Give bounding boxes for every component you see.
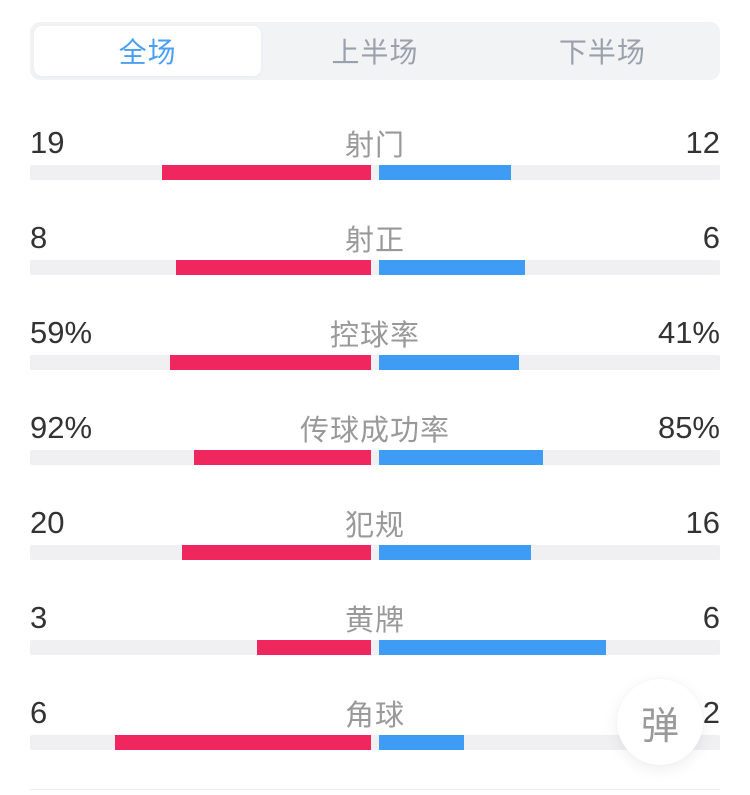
home-bar: [176, 260, 371, 275]
away-value: 16: [685, 505, 720, 540]
away-bar: [379, 355, 519, 370]
stat-row-corners: 6 角球 2: [30, 682, 720, 777]
danmaku-toggle-button[interactable]: 弹: [617, 679, 703, 765]
away-value: 41%: [657, 315, 720, 350]
stats-list: 19 射门 12 8 射正 6 59% 控球率: [30, 112, 720, 777]
home-value: 59%: [30, 315, 93, 350]
home-bar: [170, 355, 371, 370]
stat-row-text: 3 黄牌 6: [30, 597, 720, 639]
bottom-divider: [30, 789, 720, 790]
stat-row-yellow-cards: 3 黄牌 6: [30, 587, 720, 682]
stat-row-text: 8 射正 6: [30, 217, 720, 259]
tab-first-half[interactable]: 上半场: [331, 37, 419, 68]
stat-bar-track: [30, 165, 720, 180]
home-bar: [257, 640, 371, 655]
stat-row-text: 92% 传球成功率 85%: [30, 407, 720, 449]
away-bar: [379, 735, 464, 750]
stat-row-shots: 19 射门 12: [30, 112, 720, 207]
stat-row-text: 20 犯规 16: [30, 502, 720, 544]
tab-second-half[interactable]: 下半场: [558, 37, 646, 68]
stat-row-text: 59% 控球率 41%: [30, 312, 720, 354]
stat-label: 角球: [344, 700, 405, 732]
away-value: 2: [702, 695, 720, 730]
stat-bar-track: [30, 735, 720, 750]
stat-bar-track: [30, 355, 720, 370]
stat-label: 黄牌: [344, 605, 405, 637]
stat-label: 犯规: [344, 510, 405, 542]
home-bar: [182, 545, 371, 560]
stat-row-shots-on-target: 8 射正 6: [30, 207, 720, 302]
stat-label: 控球率: [329, 320, 420, 352]
away-value: 6: [702, 220, 720, 255]
stat-row-pass-accuracy: 92% 传球成功率 85%: [30, 397, 720, 492]
stat-row-fouls: 20 犯规 16: [30, 492, 720, 587]
home-value: 19: [30, 125, 65, 160]
period-tabbar: 全场 上半场 下半场: [30, 22, 720, 80]
home-value: 3: [30, 600, 48, 635]
away-bar: [379, 450, 543, 465]
home-value: 8: [30, 220, 48, 255]
stat-label: 射正: [344, 225, 405, 257]
stat-label: 传球成功率: [299, 415, 450, 447]
stat-bar-track: [30, 640, 720, 655]
away-value: 85%: [657, 410, 720, 445]
away-bar: [379, 165, 511, 180]
stat-bar-track: [30, 260, 720, 275]
away-bar: [379, 640, 606, 655]
away-bar: [379, 260, 525, 275]
home-bar: [194, 450, 371, 465]
tab-full-match[interactable]: 全场: [34, 26, 262, 76]
stat-row-possession: 59% 控球率 41%: [30, 302, 720, 397]
home-bar: [162, 165, 371, 180]
away-value: 6: [702, 600, 720, 635]
away-value: 12: [685, 125, 720, 160]
home-value: 92%: [30, 410, 93, 445]
stat-bar-track: [30, 450, 720, 465]
home-value: 6: [30, 695, 48, 730]
stat-label: 射门: [344, 130, 405, 162]
stat-bar-track: [30, 545, 720, 560]
stat-row-text: 6 角球 2: [30, 692, 720, 734]
stat-row-text: 19 射门 12: [30, 122, 720, 164]
home-value: 20: [30, 505, 65, 540]
away-bar: [379, 545, 531, 560]
home-bar: [115, 735, 371, 750]
